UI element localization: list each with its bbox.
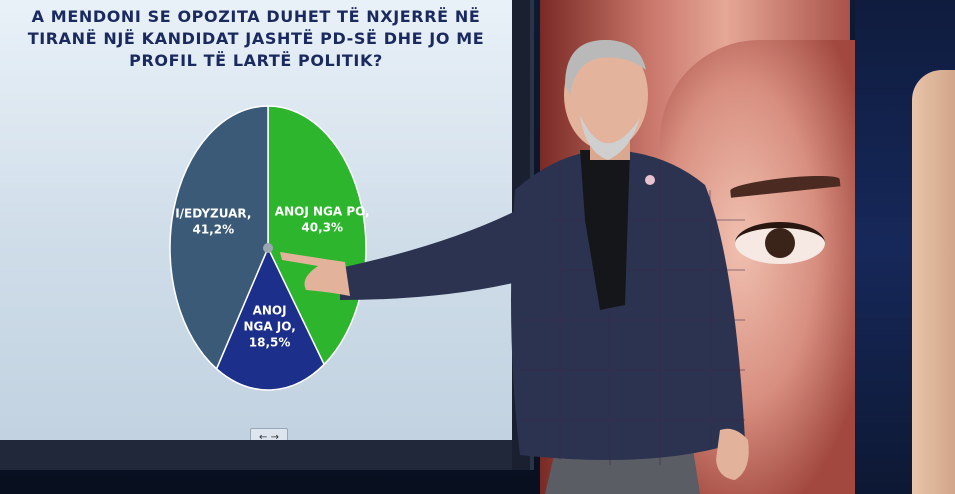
pie-label-0: ANOJ NGA PO, 40,3% <box>275 204 370 234</box>
display-screen-frame: A MENDONI SE OPOZITA DUHET TË NXJERRË NË… <box>0 0 534 470</box>
portrait-iris <box>765 228 795 258</box>
pie-label-1: ANOJ NGA JO, 18,5% <box>243 303 295 349</box>
screen-bezel <box>0 440 512 470</box>
pie-slice-1 <box>215 246 326 391</box>
slide-nav-arrows[interactable]: ← → <box>250 428 288 440</box>
pie-label-2: I/EDYZUAR, 41,2% <box>175 207 251 237</box>
far-right-portrait <box>912 70 955 494</box>
pie-chart: ANOJ NGA PO, 40,3% ANOJ NGA JO, 18,5% I/EDYZU… <box>169 105 370 391</box>
display-screen: A MENDONI SE OPOZITA DUHET TË NXJERRË NË… <box>0 0 512 440</box>
pie-slice-2 <box>169 105 269 371</box>
chart-title: A MENDONI SE OPOZITA DUHET TË NXJERRË NË… <box>27 7 485 70</box>
pie-center-dot <box>263 243 273 253</box>
